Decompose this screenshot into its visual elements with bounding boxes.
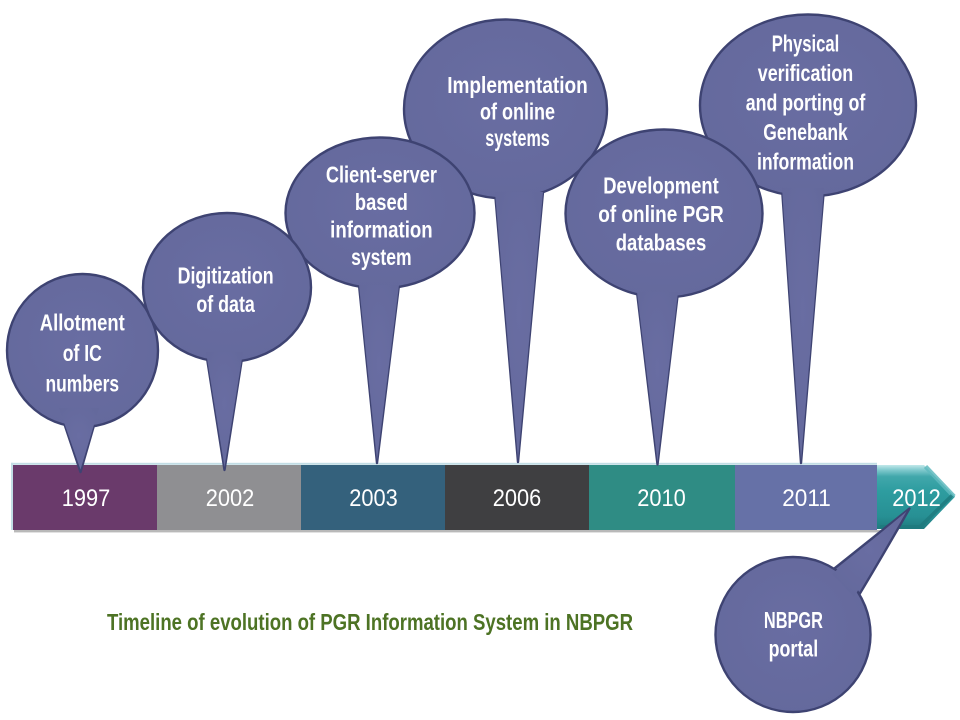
svg-text:2003: 2003 — [349, 485, 398, 512]
svg-text:of online PGR: of online PGR — [598, 201, 724, 227]
svg-text:systems: systems — [485, 125, 550, 151]
svg-text:based: based — [355, 189, 408, 215]
svg-text:and porting of: and porting of — [746, 90, 866, 116]
svg-text:1997: 1997 — [62, 485, 111, 512]
svg-text:of data: of data — [196, 291, 255, 317]
svg-text:of IC: of IC — [63, 340, 102, 366]
svg-text:Genebank: Genebank — [763, 119, 848, 145]
svg-text:Development: Development — [603, 173, 719, 199]
svg-text:Physical: Physical — [772, 31, 840, 57]
svg-text:Implementation: Implementation — [447, 72, 588, 98]
svg-text:databases: databases — [616, 230, 707, 256]
svg-text:2011: 2011 — [782, 485, 831, 512]
svg-text:portal: portal — [769, 635, 819, 661]
svg-text:Digitization: Digitization — [178, 262, 274, 288]
svg-text:Allotment: Allotment — [40, 310, 125, 336]
svg-text:NBPGR: NBPGR — [764, 607, 823, 633]
svg-text:verification: verification — [758, 60, 854, 86]
svg-text:2002: 2002 — [206, 485, 255, 512]
svg-text:2012: 2012 — [892, 485, 941, 512]
svg-text:Timeline of evolution of PGR I: Timeline of evolution of PGR Information… — [107, 609, 633, 635]
svg-text:information: information — [330, 216, 433, 242]
svg-text:of online: of online — [480, 99, 555, 125]
svg-text:system: system — [351, 244, 412, 270]
svg-text:Client-server: Client-server — [326, 161, 437, 187]
svg-text:numbers: numbers — [46, 371, 120, 397]
svg-text:2006: 2006 — [493, 485, 542, 512]
svg-text:information: information — [757, 149, 854, 175]
svg-text:2010: 2010 — [637, 485, 686, 512]
